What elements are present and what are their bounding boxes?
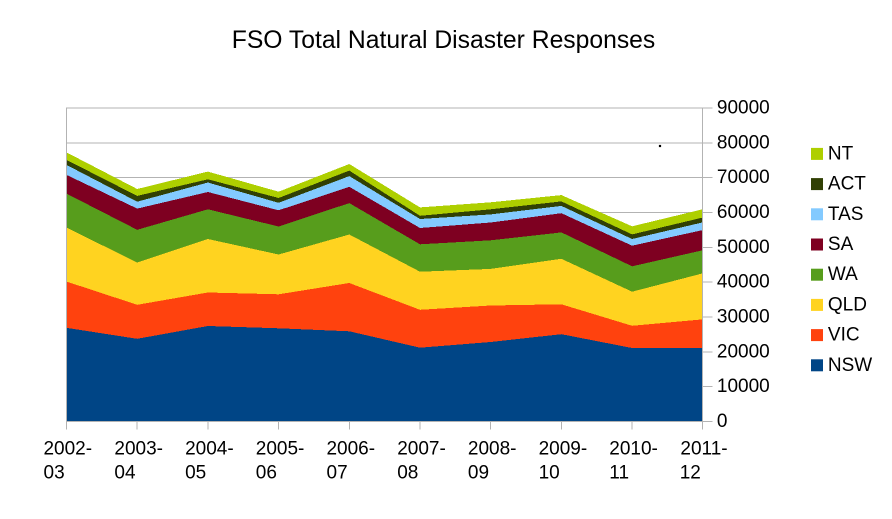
svg-text:06: 06 [256, 463, 277, 484]
svg-text:WA: WA [828, 264, 858, 285]
svg-text:2010-: 2010- [609, 438, 658, 459]
svg-text:NT: NT [828, 143, 854, 164]
svg-text:TAS: TAS [828, 204, 864, 225]
svg-text:FSO Total Natural Disaster Res: FSO Total Natural Disaster Responses [232, 27, 656, 54]
svg-text:08: 08 [397, 463, 418, 484]
svg-text:03: 03 [44, 463, 65, 484]
svg-text:40000: 40000 [717, 272, 770, 293]
svg-text:2009-: 2009- [539, 438, 588, 459]
svg-text:10: 10 [539, 463, 560, 484]
svg-text:SA: SA [828, 234, 854, 255]
svg-text:12: 12 [680, 463, 701, 484]
svg-text:2011-: 2011- [680, 438, 727, 459]
svg-text:04: 04 [114, 463, 136, 484]
svg-text:80000: 80000 [717, 132, 770, 153]
svg-text:05: 05 [185, 463, 206, 484]
svg-text:60000: 60000 [717, 202, 770, 223]
svg-text:2007-: 2007- [397, 438, 446, 459]
svg-text:NSW: NSW [828, 355, 872, 376]
svg-text:07: 07 [327, 463, 348, 484]
svg-text:50000: 50000 [717, 237, 770, 258]
svg-text:2008-: 2008- [468, 438, 517, 459]
svg-text:ACT: ACT [828, 174, 866, 195]
svg-text:09: 09 [468, 463, 489, 484]
svg-text:2003-: 2003- [114, 438, 163, 459]
svg-text:QLD: QLD [828, 294, 867, 315]
svg-text:30000: 30000 [717, 307, 770, 328]
svg-text:2006-: 2006- [326, 438, 375, 459]
svg-text:10000: 10000 [717, 376, 770, 397]
svg-text:90000: 90000 [717, 98, 770, 119]
svg-text:VIC: VIC [828, 325, 860, 346]
svg-text:2004-: 2004- [185, 438, 234, 459]
svg-text:2005-: 2005- [256, 438, 305, 459]
svg-text:11: 11 [609, 463, 629, 484]
svg-text:0: 0 [717, 411, 728, 432]
svg-text:70000: 70000 [717, 167, 770, 188]
svg-text:2002-: 2002- [43, 438, 92, 459]
svg-text:20000: 20000 [717, 341, 770, 362]
